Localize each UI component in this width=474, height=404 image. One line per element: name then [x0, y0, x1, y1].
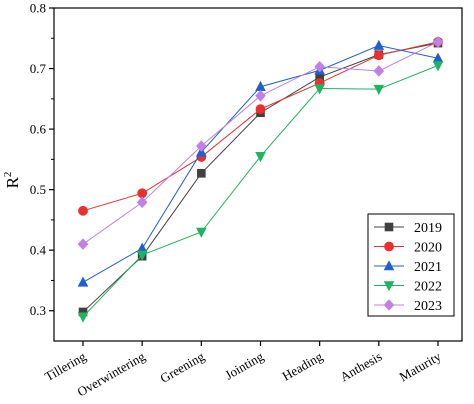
- data-point-2021: [136, 242, 148, 253]
- y-tick-label: 0.5: [30, 182, 46, 197]
- legend-marker: [384, 222, 394, 232]
- legend-item-2023: 2023: [374, 299, 442, 314]
- data-point-2023: [255, 89, 266, 102]
- x-tick-label: Overwintering: [75, 348, 149, 399]
- data-point-2020: [255, 104, 266, 115]
- legend-marker: [383, 299, 395, 311]
- series-2023: [77, 36, 444, 250]
- data-point-2019: [197, 168, 206, 178]
- legend: 2019 2020 2021 2022 2023: [367, 213, 455, 317]
- legend-item-2021: 2021: [374, 260, 442, 275]
- data-point-2023: [77, 238, 89, 250]
- data-point-2022: [77, 312, 89, 323]
- legend-box: [367, 213, 455, 317]
- data-point-2020: [373, 50, 384, 61]
- series-line-2020: [82, 41, 439, 212]
- x-tick-label: Anthesis: [337, 349, 384, 385]
- data-point-2019: [78, 307, 88, 317]
- legend-item-2022: 2022: [374, 280, 442, 295]
- data-point-2021: [432, 52, 444, 63]
- y-axis-title: R2: [2, 172, 22, 189]
- series-2020: [78, 37, 443, 216]
- x-tick-label: Tillering: [42, 348, 89, 384]
- legend-label: 2019: [414, 221, 442, 236]
- data-point-2020: [78, 205, 88, 216]
- legend-item-2019: 2019: [374, 221, 442, 236]
- y-axis: 0.3 0.4 0.5 0.6 0.7 0.8: [30, 1, 54, 318]
- y-tick-label: 0.4: [30, 243, 47, 258]
- data-point-2023: [136, 196, 148, 209]
- data-point-2022: [136, 250, 148, 261]
- legend-marker: [384, 241, 394, 252]
- x-tick-label: Greening: [157, 348, 207, 385]
- series-2022: [77, 61, 444, 323]
- data-point-2023: [432, 36, 444, 48]
- data-point-2020: [137, 188, 148, 199]
- x-tick-label: Jointing: [222, 348, 266, 382]
- plot-frame: [53, 7, 463, 342]
- y-tick-label: 0.3: [30, 303, 46, 318]
- data-point-2019: [315, 72, 324, 82]
- series-layer: [77, 36, 444, 323]
- x-tick-label: Maturity: [397, 348, 444, 384]
- y-tick-label: 0.7: [30, 61, 47, 76]
- series-2021: [77, 39, 444, 287]
- legend-marker: [383, 260, 395, 271]
- legend-label: 2022: [414, 280, 442, 295]
- legend-label: 2020: [414, 241, 442, 256]
- data-point-2022: [373, 84, 385, 95]
- data-point-2023: [373, 65, 385, 77]
- y-axis-title-superscript: 2: [2, 172, 14, 178]
- y-tick-label: 0.6: [30, 122, 47, 137]
- y-tick-label: 0.8: [30, 1, 46, 16]
- data-point-2021: [77, 276, 89, 287]
- legend-item-2020: 2020: [374, 241, 442, 256]
- data-point-2023: [314, 60, 325, 73]
- data-point-2021: [373, 39, 385, 50]
- data-point-2021: [255, 80, 266, 92]
- legend-label: 2023: [414, 299, 442, 314]
- plot-area: [53, 7, 463, 342]
- legend-marker: [383, 281, 395, 292]
- data-point-2022: [196, 227, 207, 238]
- data-point-2022: [314, 84, 325, 95]
- data-point-2023: [196, 140, 207, 152]
- data-point-2022: [255, 152, 266, 163]
- x-tick-label: Heading: [280, 348, 326, 383]
- legend-label: 2021: [414, 260, 442, 275]
- data-point-2022: [432, 61, 444, 72]
